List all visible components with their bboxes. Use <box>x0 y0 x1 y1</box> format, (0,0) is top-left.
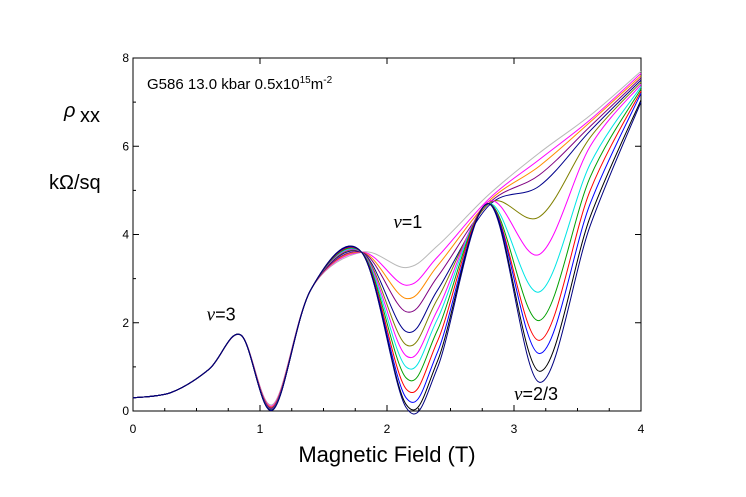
chart-title: G586 13.0 kbar 0.5x1015m-2 <box>147 75 333 93</box>
nu-annotation-2: ν=3 <box>207 305 236 326</box>
title-unit: m <box>311 76 324 93</box>
y-tick-label: 8 <box>122 51 129 65</box>
x-tick-label: 0 <box>130 422 137 436</box>
series-line-13 <box>132 101 642 415</box>
y-axis-label-symbol: ρ <box>63 100 75 122</box>
x-axis-label: Magnetic Field (T) <box>298 442 475 467</box>
y-tick-label: 6 <box>122 139 129 153</box>
series-line-10 <box>132 90 642 411</box>
series-line-9 <box>132 88 642 410</box>
x-tick-label: 4 <box>638 422 645 436</box>
y-tick-label: 0 <box>122 404 129 418</box>
y-tick-label: 2 <box>122 316 129 330</box>
x-tick-label: 3 <box>511 422 518 436</box>
series-line-8 <box>132 86 642 410</box>
tick-layer: 0 1 2 3 4 0 2 4 6 8 <box>122 51 644 436</box>
plot-frame <box>132 57 642 412</box>
series-line-3 <box>132 75 642 408</box>
x-tick-label: 1 <box>257 422 264 436</box>
title-exponent: 15 <box>300 75 312 86</box>
series-line-7 <box>132 84 642 410</box>
nu-annotation-3: ν=2/3 <box>514 384 558 405</box>
annotation-layer: ν=1 ν=3 ν=2/3 <box>207 212 558 405</box>
y-axis-label-unit: kΩ/sq <box>49 172 101 194</box>
series-line-11 <box>132 93 642 411</box>
y-axis-label-subscript: xx <box>80 105 100 127</box>
nu-annotation-1: ν=1 <box>393 212 422 233</box>
y-tick-label: 4 <box>122 228 129 242</box>
series-line-2 <box>132 73 642 407</box>
x-tick-label: 2 <box>384 422 391 436</box>
title-unit-exponent: -2 <box>323 75 332 86</box>
series-line-6 <box>132 81 642 410</box>
series-line-5 <box>132 79 642 410</box>
series-layer <box>132 70 642 415</box>
series-line-12 <box>132 99 642 411</box>
series-line-4 <box>132 77 642 409</box>
